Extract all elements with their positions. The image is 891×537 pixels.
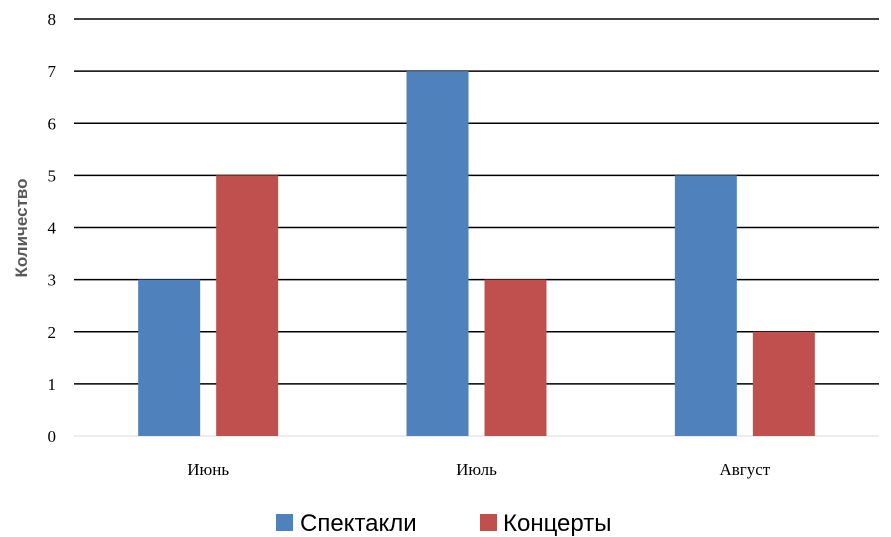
legend-swatch xyxy=(480,514,497,531)
y-tick-label: 3 xyxy=(48,271,57,290)
legend-label: Спектакли xyxy=(300,510,417,537)
y-tick-label: 4 xyxy=(48,219,57,238)
bar-kontserty-3 xyxy=(752,331,815,436)
y-axis-ticks: 0 1 2 3 4 5 6 7 8 xyxy=(48,10,57,446)
bar-spektakli-1 xyxy=(138,279,201,436)
x-axis-ticks: Июнь Июль Август xyxy=(187,460,771,479)
legend-label: Концерты xyxy=(503,510,611,537)
bar-spektakli-3 xyxy=(674,175,737,436)
y-tick-label: 6 xyxy=(48,114,57,133)
y-tick-label: 8 xyxy=(48,10,57,29)
x-tick-label: Июль xyxy=(456,460,497,479)
y-tick-label: 5 xyxy=(48,166,57,185)
x-tick-label: Июнь xyxy=(187,460,229,479)
bar-spektakli-2 xyxy=(406,71,469,436)
bars xyxy=(138,71,815,436)
gridlines xyxy=(74,18,879,437)
legend: Спектакли Концерты xyxy=(276,510,611,537)
y-tick-label: 7 xyxy=(48,62,57,81)
bar-kontserty-2 xyxy=(484,279,547,436)
x-tick-label: Август xyxy=(719,460,770,479)
y-axis-label: Количество xyxy=(12,178,31,277)
legend-swatch xyxy=(276,514,293,531)
y-tick-label: 0 xyxy=(48,427,57,446)
y-tick-label: 2 xyxy=(48,323,57,342)
bar-kontserty-1 xyxy=(216,175,279,436)
y-tick-label: 1 xyxy=(48,375,57,394)
